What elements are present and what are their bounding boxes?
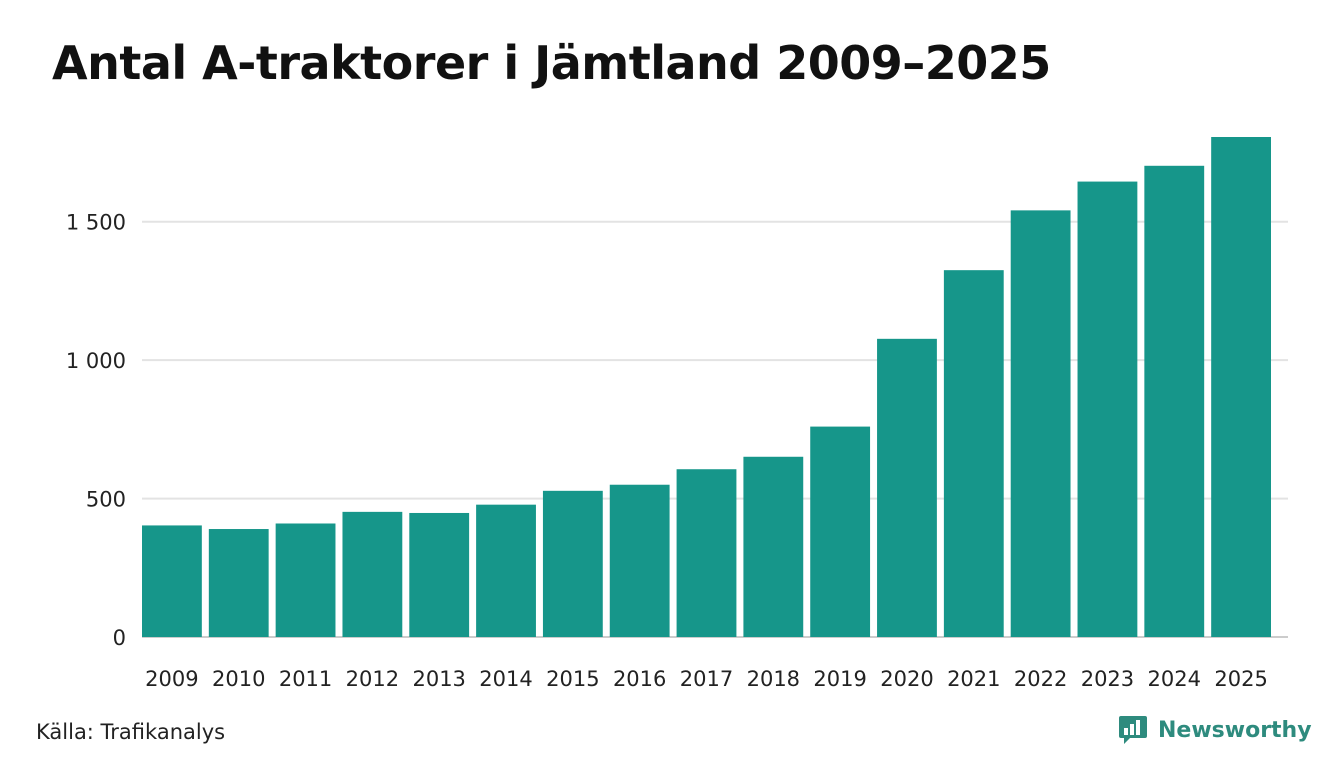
bars [142,137,1271,637]
y-tick-label: 500 [86,488,126,512]
x-tick-label: 2016 [613,667,666,691]
y-tick-label: 1 500 [66,211,126,235]
x-tick-label: 2023 [1081,667,1134,691]
bar-2024 [1144,165,1205,637]
y-axis-ticks: 0 500 1 000 1 500 [66,211,126,650]
x-tick-label: 2009 [145,667,198,691]
bar-2010 [208,529,269,637]
bar-2016 [609,484,670,637]
x-tick-label: 2018 [747,667,800,691]
bar-2015 [542,490,603,637]
bar-2021 [943,270,1004,637]
bar-2019 [810,426,871,637]
bar-2011 [275,523,336,637]
bar-2013 [409,512,470,637]
bar-2014 [476,504,536,637]
x-tick-label: 2020 [880,667,933,691]
y-tick-label: 1 000 [66,349,126,373]
bar-2022 [1010,210,1071,637]
source-note: Källa: Trafikanalys [36,720,226,744]
chart-title: Antal A-traktorer i Jämtland 2009–2025 [52,36,1051,90]
x-tick-label: 2011 [279,667,332,691]
x-tick-label: 2024 [1148,667,1201,691]
x-tick-label: 2019 [813,667,866,691]
bar-2023 [1077,181,1138,637]
x-tick-label: 2013 [412,667,465,691]
x-axis-ticks: 2009 2010 2011 2012 2013 2014 2015 2016 2017 2018… [145,667,1268,691]
bar-2017 [676,469,737,637]
x-tick-label: 2017 [680,667,733,691]
x-tick-label: 2022 [1014,667,1067,691]
x-tick-label: 2012 [346,667,399,691]
bar-2025 [1211,137,1271,637]
x-tick-label: 2025 [1214,667,1267,691]
x-tick-label: 2010 [212,667,265,691]
x-tick-label: 2021 [947,667,1000,691]
brand-logo: Newsworthy [1118,714,1312,746]
newsworthy-logo-icon [1119,716,1147,744]
bar-2012 [342,511,403,637]
bar-2018 [743,456,804,637]
bar-2020 [877,338,937,637]
y-tick-label: 0 [113,626,126,650]
x-tick-label: 2015 [546,667,599,691]
brand-name: Newsworthy [1158,717,1312,743]
x-tick-label: 2014 [479,667,532,691]
bar-2009 [142,525,202,637]
